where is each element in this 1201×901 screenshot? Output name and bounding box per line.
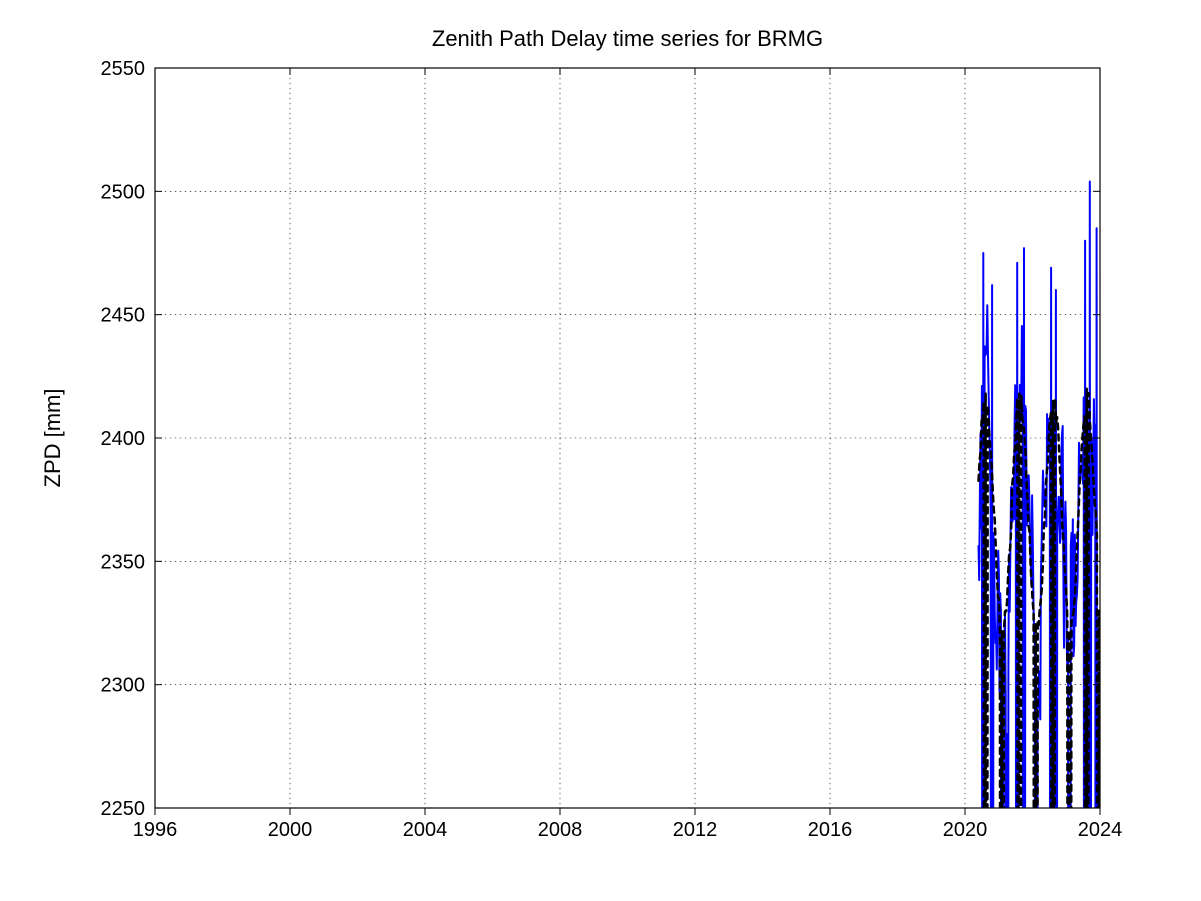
ytick-label: 2350 bbox=[101, 551, 146, 573]
xtick-label: 2012 bbox=[673, 819, 718, 841]
ytick-label: 2450 bbox=[101, 305, 146, 327]
ytick-label: 2250 bbox=[101, 798, 146, 820]
xtick-label: 2016 bbox=[808, 819, 853, 841]
xtick-label: 2024 bbox=[1078, 819, 1123, 841]
chart-container: 1996 2000 2004 2008 2012 2016 2020 2024 2250 2300… bbox=[0, 0, 1201, 901]
ytick-label: 2400 bbox=[101, 428, 146, 450]
xtick-label: 2020 bbox=[943, 819, 988, 841]
xtick-label: 2008 bbox=[538, 819, 583, 841]
ytick-label: 2300 bbox=[101, 675, 146, 697]
ytick-label: 2550 bbox=[101, 58, 146, 80]
xtick-label: 2000 bbox=[268, 819, 313, 841]
chart-svg: 1996 2000 2004 2008 2012 2016 2020 2024 2250 2300… bbox=[0, 0, 1201, 901]
chart-title: Zenith Path Delay time series for BRMG bbox=[432, 26, 823, 51]
y-axis-label: ZPD [mm] bbox=[40, 389, 65, 488]
xtick-label: 2004 bbox=[403, 819, 448, 841]
ytick-label: 2500 bbox=[101, 181, 146, 203]
xtick-label: 1996 bbox=[133, 819, 178, 841]
